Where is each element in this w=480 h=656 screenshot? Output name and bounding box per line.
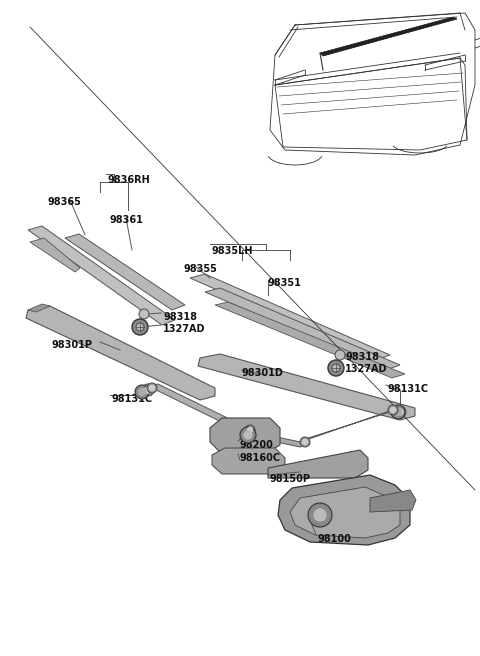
Circle shape [328,360,344,376]
Polygon shape [302,408,398,440]
Circle shape [240,427,256,443]
Polygon shape [28,226,175,325]
Polygon shape [215,302,405,378]
Circle shape [142,384,154,396]
Text: 1327AD: 1327AD [163,324,205,334]
Text: 98150P: 98150P [270,474,311,484]
Circle shape [394,406,406,418]
Circle shape [135,385,149,399]
Polygon shape [28,304,50,312]
Text: 98351: 98351 [268,278,302,288]
Circle shape [391,405,405,419]
Circle shape [308,503,332,527]
Polygon shape [268,450,368,478]
Text: 98131C: 98131C [112,394,153,404]
Text: 98301D: 98301D [242,368,284,378]
Circle shape [397,409,403,415]
Polygon shape [210,425,310,447]
Circle shape [149,386,155,390]
Polygon shape [205,288,400,370]
Text: 98131C: 98131C [388,384,429,394]
Polygon shape [320,17,457,56]
Polygon shape [190,274,390,360]
Circle shape [314,509,326,521]
Text: 98100: 98100 [318,534,352,544]
Circle shape [132,319,148,335]
Circle shape [391,407,396,413]
Circle shape [388,405,398,415]
Circle shape [139,309,149,319]
Text: 98365: 98365 [48,197,82,207]
Polygon shape [30,238,80,272]
Circle shape [300,437,310,447]
Polygon shape [210,418,280,452]
Polygon shape [198,354,415,420]
Polygon shape [148,384,252,432]
Circle shape [139,388,145,396]
Circle shape [244,431,252,439]
Text: 98361: 98361 [110,215,144,225]
Text: 1327AD: 1327AD [345,364,387,374]
Polygon shape [26,306,215,400]
Text: 98318: 98318 [163,312,197,322]
Circle shape [332,364,340,372]
Polygon shape [290,487,400,538]
Circle shape [245,425,255,435]
Circle shape [145,387,151,393]
Text: 98355: 98355 [183,264,217,274]
Circle shape [302,440,308,445]
Circle shape [147,383,157,393]
Polygon shape [65,234,185,310]
Text: 98301P: 98301P [52,340,93,350]
Text: 98200: 98200 [240,440,274,450]
Text: 98318: 98318 [345,352,379,362]
Circle shape [248,428,252,432]
Circle shape [335,350,345,360]
Circle shape [136,323,144,331]
Text: 9836RH: 9836RH [108,175,151,185]
Text: 9835LH: 9835LH [212,246,253,256]
Polygon shape [370,490,416,512]
Polygon shape [212,448,285,474]
Polygon shape [278,475,410,545]
Circle shape [395,409,401,415]
Text: 98160C: 98160C [240,453,281,463]
